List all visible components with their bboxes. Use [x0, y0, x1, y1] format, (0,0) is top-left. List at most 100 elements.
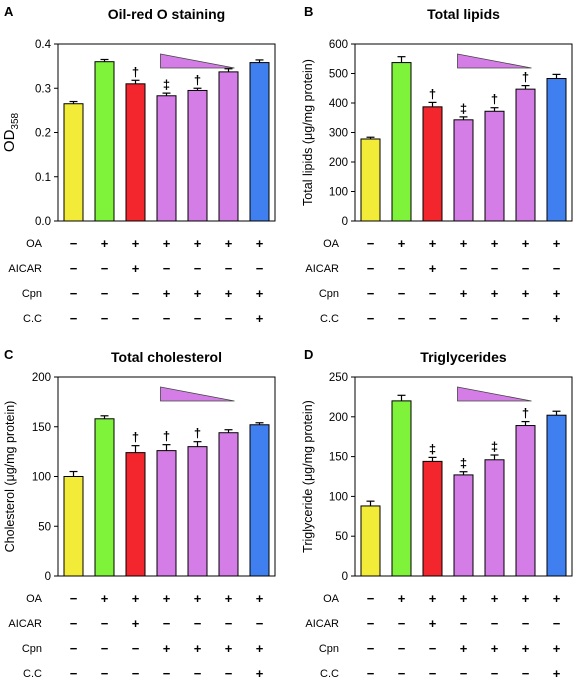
treatment-sign: +	[256, 666, 264, 678]
y-tick-label: 100	[32, 472, 51, 484]
treatment-sign: +	[429, 236, 437, 251]
treatment-sign: +	[522, 641, 530, 656]
treatment-sign: −	[194, 311, 202, 326]
significance-marker: †	[132, 64, 139, 79]
bar	[249, 62, 270, 222]
treatment-label: Cpn	[319, 643, 339, 655]
chart-panel-d: D Triglycerides Triglyceride (μg/mg protei…	[301, 347, 573, 678]
treatment-sign: +	[101, 236, 109, 251]
treatment-sign: +	[429, 616, 437, 631]
chart-panel-c: C Total cholesterol Cholesterol (μg/mg pro…	[3, 347, 276, 678]
panel-letter: C	[4, 347, 14, 362]
treatment-sign: +	[163, 286, 171, 301]
treatment-sign: +	[256, 311, 264, 326]
treatment-sign: −	[70, 236, 78, 251]
bar	[391, 62, 412, 222]
treatment-label: C.C	[320, 313, 339, 325]
y-tick-label: 0	[342, 571, 348, 583]
treatment-sign: +	[163, 641, 171, 656]
treatment-sign: −	[553, 261, 561, 276]
treatment-sign: −	[460, 666, 468, 678]
dose-gradient-triangle	[457, 53, 532, 69]
treatment-label: OA	[323, 238, 340, 250]
treatment-sign: −	[101, 616, 109, 631]
treatment-sign: +	[256, 286, 264, 301]
treatment-sign: +	[132, 616, 140, 631]
treatment-sign: −	[398, 641, 406, 656]
treatment-label: OA	[26, 593, 43, 605]
treatment-sign: +	[553, 641, 561, 656]
treatment-sign: +	[132, 236, 140, 251]
treatment-sign: −	[101, 286, 109, 301]
treatment-sign: +	[132, 261, 140, 276]
treatment-sign: −	[367, 666, 375, 678]
treatment-sign: −	[460, 311, 468, 326]
bar	[218, 71, 239, 222]
treatment-sign: −	[553, 616, 561, 631]
treatment-sign: −	[101, 311, 109, 326]
treatment-label: OA	[26, 238, 43, 250]
treatment-sign: −	[132, 286, 140, 301]
y-tick-label: 0.0	[35, 216, 51, 228]
treatment-sign: +	[553, 666, 561, 678]
panel-letter: A	[4, 4, 14, 19]
treatment-sign: +	[491, 286, 499, 301]
treatment-sign: +	[460, 236, 468, 251]
bar	[187, 89, 208, 222]
bar	[187, 446, 208, 577]
treatment-sign: −	[429, 641, 437, 656]
treatment-sign: +	[225, 591, 233, 606]
y-tick-label: 300	[329, 128, 348, 140]
bar	[249, 424, 270, 577]
significance-marker: ‡	[460, 101, 467, 116]
treatment-sign: −	[101, 641, 109, 656]
treatment-sign: −	[70, 666, 78, 678]
treatment-label: C.C	[320, 668, 339, 678]
treatment-sign: −	[367, 616, 375, 631]
treatment-sign: −	[225, 311, 233, 326]
bar	[453, 119, 474, 222]
y-tick-label: 500	[329, 69, 348, 81]
y-tick-label: 250	[329, 372, 348, 384]
treatment-sign: −	[101, 261, 109, 276]
bar	[515, 88, 536, 222]
bar	[125, 452, 146, 577]
treatment-sign: −	[225, 666, 233, 678]
y-axis-label: Cholesterol (μg/mg protein)	[3, 401, 17, 553]
y-tick-label: 0.2	[35, 128, 51, 140]
treatment-sign: −	[367, 236, 375, 251]
bar	[422, 106, 443, 222]
treatment-sign: +	[225, 641, 233, 656]
significance-marker: †	[491, 92, 498, 107]
treatment-sign: −	[367, 641, 375, 656]
treatment-sign: +	[194, 641, 202, 656]
dose-gradient-triangle	[457, 386, 532, 402]
treatment-label: Cpn	[22, 288, 42, 300]
treatment-label: AICAR	[305, 618, 339, 630]
treatment-label: Cpn	[319, 288, 339, 300]
significance-marker: †	[429, 86, 436, 101]
significance-marker: ‡	[460, 456, 467, 471]
treatment-sign: +	[429, 261, 437, 276]
treatment-sign: +	[491, 641, 499, 656]
treatment-label: Cpn	[22, 643, 42, 655]
treatment-sign: −	[132, 311, 140, 326]
treatment-sign: −	[163, 616, 171, 631]
treatment-sign: −	[522, 616, 530, 631]
chart-title: Oil-red O staining	[108, 6, 225, 22]
treatment-sign: −	[101, 666, 109, 678]
treatment-sign: +	[398, 591, 406, 606]
treatment-sign: +	[398, 236, 406, 251]
y-tick-label: 0	[342, 216, 348, 228]
bar	[453, 474, 474, 577]
treatment-label: AICAR	[305, 263, 339, 275]
treatment-sign: −	[398, 286, 406, 301]
bar	[484, 110, 505, 222]
treatment-sign: −	[460, 261, 468, 276]
treatment-sign: −	[460, 616, 468, 631]
treatment-sign: +	[460, 286, 468, 301]
significance-marker: †	[522, 406, 529, 421]
significance-marker: †	[163, 429, 170, 444]
treatment-label: C.C	[23, 668, 42, 678]
treatment-sign: −	[491, 261, 499, 276]
